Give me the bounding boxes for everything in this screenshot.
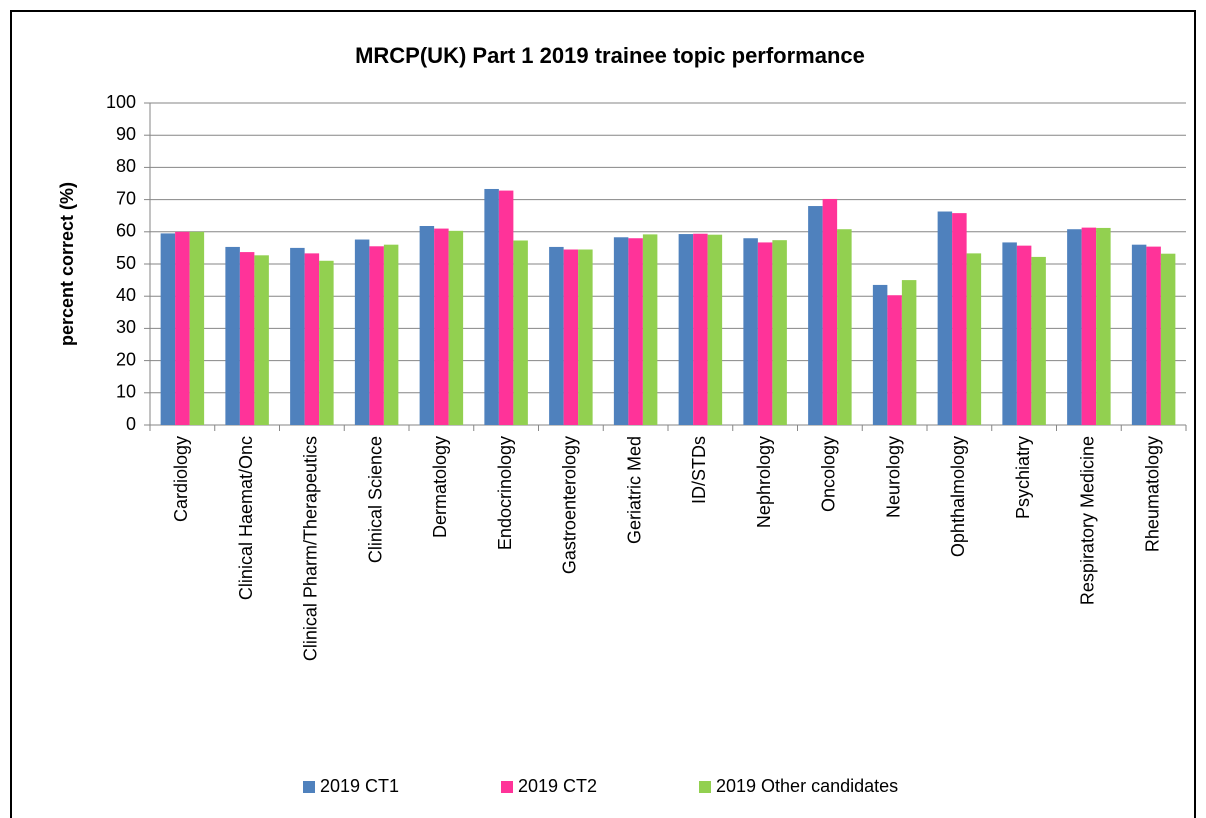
legend-label: 2019 CT1	[320, 776, 399, 796]
bar	[319, 260, 334, 425]
bar	[642, 234, 658, 425]
bar	[434, 228, 449, 425]
x-tick-label: Rheumatology	[1142, 436, 1162, 552]
bar	[175, 231, 190, 425]
y-tick-label: 20	[116, 349, 136, 369]
legend-swatch	[699, 781, 711, 793]
bar	[887, 295, 902, 425]
bar	[498, 190, 514, 425]
x-tick-label: Nephrology	[754, 436, 774, 528]
bar	[613, 237, 629, 425]
bar	[937, 211, 953, 425]
bar	[743, 238, 758, 425]
y-tick-label: 30	[116, 317, 136, 337]
x-tick-label: Psychiatry	[1013, 436, 1033, 519]
x-tick-label: ID/STDs	[689, 436, 709, 504]
bar	[628, 238, 643, 425]
bar	[966, 253, 982, 425]
y-tick-label: 70	[116, 188, 136, 208]
bar	[160, 233, 176, 425]
bar	[290, 247, 305, 425]
y-tick-label: 80	[116, 156, 136, 176]
chart-border	[10, 10, 1196, 818]
bar	[254, 255, 269, 425]
bar	[484, 188, 499, 425]
x-tick-label: Gastroenterology	[560, 436, 580, 574]
x-tick-label: Dermatology	[430, 436, 450, 538]
x-tick-label: Neurology	[883, 436, 903, 518]
bar	[808, 206, 823, 425]
bar	[822, 198, 838, 425]
y-tick-label: 10	[116, 382, 136, 402]
y-tick-label: 60	[116, 221, 136, 241]
bar	[901, 280, 917, 425]
x-tick-label: Ophthalmology	[948, 436, 968, 557]
bar	[563, 249, 579, 425]
bar	[1146, 246, 1161, 425]
bar	[837, 229, 852, 425]
bar	[1031, 256, 1046, 425]
bar	[304, 253, 320, 425]
legend-label: 2019 Other candidates	[716, 776, 898, 796]
bar	[383, 244, 399, 425]
x-tick-label: Oncology	[819, 436, 839, 512]
y-axis-title: percent correct (%)	[57, 182, 77, 346]
bar	[707, 234, 723, 425]
bar	[578, 249, 593, 425]
bar	[448, 230, 464, 425]
x-tick-label: Cardiology	[171, 436, 191, 522]
bar	[1002, 242, 1017, 425]
x-tick-label: Clinical Haemat/Onc	[236, 436, 256, 600]
bar	[1096, 227, 1111, 425]
y-tick-label: 100	[106, 92, 136, 112]
bar	[952, 213, 967, 425]
legend-swatch	[303, 781, 315, 793]
x-tick-label: Respiratory Medicine	[1078, 436, 1098, 605]
y-tick-label: 90	[116, 124, 136, 144]
legend-label: 2019 CT2	[518, 776, 597, 796]
bar	[189, 231, 205, 425]
x-tick-label: Endocrinology	[495, 436, 515, 550]
bar	[354, 239, 370, 425]
bar	[1081, 227, 1097, 425]
legend-swatch	[501, 781, 513, 793]
bar	[419, 226, 435, 425]
bar	[369, 246, 384, 425]
bar	[757, 242, 773, 425]
bar	[1160, 253, 1176, 425]
x-tick-label: Clinical Science	[365, 436, 385, 563]
x-tick-label: Clinical Pharm/Therapeutics	[301, 436, 321, 661]
bar	[872, 284, 888, 425]
x-tick-label: Geriatric Med	[624, 436, 644, 544]
bar	[678, 234, 694, 425]
bar	[1131, 244, 1147, 425]
bar	[772, 240, 787, 425]
chart-title: MRCP(UK) Part 1 2019 trainee topic perfo…	[355, 43, 865, 68]
y-tick-label: 0	[126, 414, 136, 434]
bar	[693, 233, 708, 425]
bar	[239, 252, 255, 425]
bar	[225, 246, 240, 425]
bar	[513, 240, 528, 425]
y-tick-label: 50	[116, 253, 136, 273]
bar	[1067, 229, 1082, 425]
y-tick-label: 40	[116, 285, 136, 305]
bar	[549, 246, 564, 425]
bar	[1016, 245, 1032, 425]
